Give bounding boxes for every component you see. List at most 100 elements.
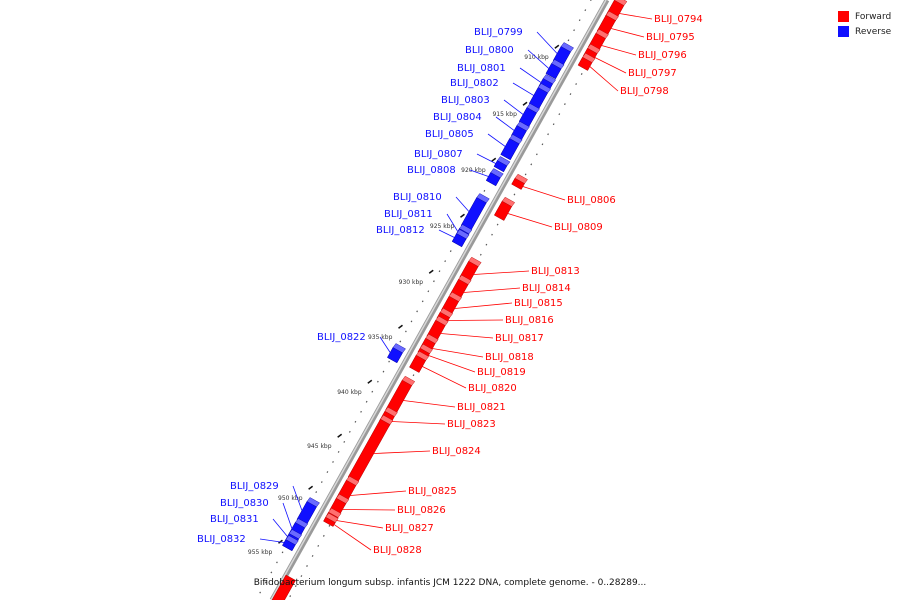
leader-line (391, 421, 446, 425)
gene-label-blij_0807[interactable]: BLIJ_0807 (414, 149, 463, 160)
leader-line (512, 82, 534, 96)
leader-line (438, 229, 455, 238)
leader-line (519, 67, 542, 83)
legend: Forward Reverse (838, 9, 891, 39)
forward-swatch (838, 11, 849, 22)
gene-label-blij_0808[interactable]: BLIJ_0808 (407, 165, 456, 176)
gene-label-blij_0831[interactable]: BLIJ_0831 (210, 514, 259, 525)
gene-label-blij_0800[interactable]: BLIJ_0800 (465, 45, 514, 56)
gene-label-blij_0821[interactable]: BLIJ_0821 (457, 402, 506, 413)
leader-line (432, 348, 484, 358)
gene-feature-top (384, 406, 398, 417)
gene-label-blij_0816[interactable]: BLIJ_0816 (505, 315, 554, 326)
gene-label-blij_0832[interactable]: BLIJ_0832 (197, 534, 246, 545)
gene-label-blij_0802[interactable]: BLIJ_0802 (450, 78, 499, 89)
gene-feature-top (419, 343, 433, 354)
gene-feature-top (456, 229, 470, 240)
gene-label-blij_0828[interactable]: BLIJ_0828 (373, 545, 422, 556)
gene-feature-top (551, 59, 565, 70)
gene-label-blij_0799[interactable]: BLIJ_0799 (474, 27, 523, 38)
leader-line (422, 366, 467, 389)
gene-label-blij_0813[interactable]: BLIJ_0813 (531, 266, 580, 277)
gene-feature-top (490, 168, 504, 179)
genome-caption: Bifidobacterium longum subsp. infantis J… (253, 578, 647, 588)
gene-label-blij_0815[interactable]: BLIJ_0815 (514, 298, 563, 309)
leader-line (611, 28, 645, 38)
leader-line (379, 336, 391, 353)
gene-feature-top (346, 475, 360, 486)
gene-label-blij_0810[interactable]: BLIJ_0810 (393, 192, 442, 203)
leader-line (503, 99, 524, 115)
gene-feature-top (285, 535, 299, 546)
gene-label-blij_0817[interactable]: BLIJ_0817 (495, 333, 544, 344)
gene-feature-top (605, 10, 619, 21)
gene-feature-top (514, 173, 528, 184)
gene-label-blij_0798[interactable]: BLIJ_0798 (620, 86, 669, 97)
legend-label-reverse: Reverse (855, 26, 892, 37)
gene-label-blij_0809[interactable]: BLIJ_0809 (554, 222, 603, 233)
gene-label-blij_0806[interactable]: BLIJ_0806 (567, 195, 616, 206)
tick-label: 915 kbp (492, 111, 517, 118)
gene-label-blij_0829[interactable]: BLIJ_0829 (230, 481, 279, 492)
leader-line (527, 49, 549, 69)
tick-label: 945 kbp (307, 443, 332, 450)
gene-label-blij_0814[interactable]: BLIJ_0814 (522, 283, 571, 294)
tick-mark (308, 485, 314, 490)
gene-label-blij_0805[interactable]: BLIJ_0805 (425, 129, 474, 140)
gene-label-blij_0804[interactable]: BLIJ_0804 (433, 112, 482, 123)
leader-line (455, 196, 470, 212)
gene-label-blij_0797[interactable]: BLIJ_0797 (628, 68, 677, 79)
gene-label-blij_0796[interactable]: BLIJ_0796 (638, 50, 687, 61)
gene-label-blij_0827[interactable]: BLIJ_0827 (385, 523, 434, 534)
gene-label-blij_0822[interactable]: BLIJ_0822 (317, 332, 366, 343)
gene-feature-top (516, 121, 530, 132)
tick-label: 920 kbp (461, 167, 486, 174)
leader-line (259, 538, 285, 543)
leader-line (463, 287, 521, 293)
gene-label-blij_0824[interactable]: BLIJ_0824 (432, 446, 481, 457)
leader-line (292, 485, 303, 511)
leader-line (350, 490, 407, 496)
gene-feature-top (582, 52, 596, 63)
gene-label-blij_0803[interactable]: BLIJ_0803 (441, 95, 490, 106)
leader-line (487, 133, 506, 147)
gene-feature-top (392, 343, 406, 354)
gene-label-blij_0820[interactable]: BLIJ_0820 (468, 383, 517, 394)
gene-feature-top (325, 512, 339, 523)
leader-line (536, 31, 558, 54)
leader-line (495, 116, 515, 131)
tick-mark (460, 213, 465, 218)
reverse-swatch (838, 26, 849, 37)
gene-feature-top (425, 333, 439, 344)
gene-feature-top (306, 497, 320, 508)
leader-line (282, 502, 293, 529)
leader-line (522, 186, 566, 201)
gene-label-blij_0795[interactable]: BLIJ_0795 (646, 32, 695, 43)
leader-line (336, 520, 384, 529)
gene-feature-top (328, 507, 342, 518)
gene-label-blij_0819[interactable]: BLIJ_0819 (477, 367, 526, 378)
gene-feature-top (595, 28, 609, 39)
gene-label-blij_0812[interactable]: BLIJ_0812 (376, 225, 425, 236)
gene-label-blij_0811[interactable]: BLIJ_0811 (384, 209, 433, 220)
gene-label-blij_0826[interactable]: BLIJ_0826 (397, 505, 446, 516)
gene-label-blij_0823[interactable]: BLIJ_0823 (447, 419, 496, 430)
tick-label: 940 kbp (337, 389, 362, 396)
gene-feature-top (476, 193, 490, 204)
gene-feature-top (435, 315, 449, 326)
gene-label-blij_0801[interactable]: BLIJ_0801 (457, 63, 506, 74)
gene-feature-top (542, 74, 557, 85)
leader-line (448, 319, 504, 321)
gene-label-blij_0830[interactable]: BLIJ_0830 (220, 498, 269, 509)
tick-mark (428, 269, 434, 274)
gene-label-blij_0794[interactable]: BLIJ_0794 (654, 14, 703, 25)
leader-line (589, 66, 619, 92)
leader-line (373, 450, 431, 454)
gene-labels: BLIJ_0794 BLIJ_0795 BLIJ_0796 BLIJ_0797 BLIJ… (197, 13, 703, 556)
gene-feature-top (560, 42, 574, 53)
gene-label-blij_0818[interactable]: BLIJ_0818 (485, 352, 534, 363)
gene-feature-top (497, 156, 511, 167)
gene-label-blij_0825[interactable]: BLIJ_0825 (408, 486, 457, 497)
legend-label-forward: Forward (855, 11, 892, 22)
